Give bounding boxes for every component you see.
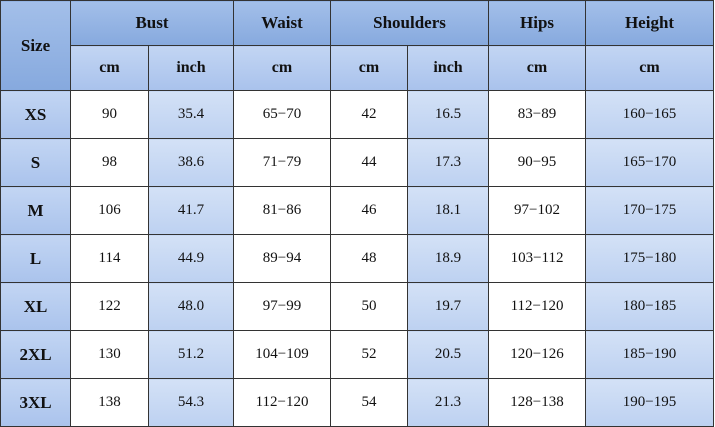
data-row: L 114 44.9 89−94 48 18.9 103−112 175−180: [0, 234, 715, 283]
value-cell: 42: [330, 90, 409, 139]
value-cell: 48.0: [147, 282, 235, 331]
value-cell: 97−102: [488, 186, 587, 235]
data-row: XS 90 35.4 65−70 42 16.5 83−89 160−165: [0, 90, 715, 139]
value-cell: 83−89: [488, 90, 587, 139]
value-cell: 71−79: [233, 138, 332, 187]
value-cell: 175−180: [585, 234, 715, 283]
value-cell: 48: [330, 234, 409, 283]
value-cell: 90−95: [488, 138, 587, 187]
value-cell: 90: [70, 90, 149, 139]
value-cell: 16.5: [407, 90, 490, 139]
value-cell: 106: [70, 186, 149, 235]
value-cell: 97−99: [233, 282, 332, 331]
value-cell: 18.9: [407, 234, 490, 283]
size-cell: 2XL: [0, 330, 71, 379]
size-cell: XL: [0, 282, 71, 331]
value-cell: 54: [330, 378, 409, 427]
value-cell: 165−170: [585, 138, 715, 187]
value-cell: 128−138: [488, 378, 587, 427]
value-cell: 103−112: [488, 234, 587, 283]
value-cell: 98: [70, 138, 149, 187]
value-cell: 112−120: [488, 282, 587, 331]
size-cell: XS: [0, 90, 71, 139]
header-cell: Hips: [488, 0, 587, 46]
value-cell: 19.7: [407, 282, 490, 331]
value-cell: 65−70: [233, 90, 332, 139]
header-cell: Waist: [233, 0, 332, 46]
value-cell: 17.3: [407, 138, 490, 187]
value-cell: 52: [330, 330, 409, 379]
unit-cell: cm: [70, 45, 149, 91]
unit-cell: inch: [147, 45, 235, 91]
value-cell: 190−195: [585, 378, 715, 427]
data-row: XL 122 48.0 97−99 50 19.7 112−120 180−185: [0, 282, 715, 331]
value-cell: 54.3: [147, 378, 235, 427]
value-cell: 51.2: [147, 330, 235, 379]
value-cell: 81−86: [233, 186, 332, 235]
unit-cell: cm: [488, 45, 587, 91]
unit-cell: inch: [407, 45, 490, 91]
value-cell: 160−165: [585, 90, 715, 139]
unit-cell: cm: [585, 45, 715, 91]
value-cell: 170−175: [585, 186, 715, 235]
value-cell: 138: [70, 378, 149, 427]
header-cell: Height: [585, 0, 715, 46]
value-cell: 46: [330, 186, 409, 235]
table-body: XS 90 35.4 65−70 42 16.5 83−89 160−165 S 98 38.6 71…: [0, 90, 715, 427]
value-cell: 104−109: [233, 330, 332, 379]
value-cell: 120−126: [488, 330, 587, 379]
size-cell: M: [0, 186, 71, 235]
unit-row: cm inch cm cm inch cm cm: [1, 45, 715, 91]
header-row: Size Bust Waist Shoulders Hips Height: [0, 0, 715, 91]
header-cell: Bust: [69, 0, 235, 46]
value-cell: 122: [70, 282, 149, 331]
value-cell: 89−94: [233, 234, 332, 283]
data-row: S 98 38.6 71−79 44 17.3 90−95 165−170: [0, 138, 715, 187]
value-cell: 185−190: [585, 330, 715, 379]
value-cell: 35.4: [147, 90, 235, 139]
value-cell: 114: [70, 234, 149, 283]
value-cell: 41.7: [147, 186, 235, 235]
header-cell: Shoulders: [330, 0, 490, 46]
size-cell: S: [0, 138, 71, 187]
value-cell: 112−120: [233, 378, 332, 427]
value-cell: 44.9: [147, 234, 235, 283]
data-row: 3XL 138 54.3 112−120 54 21.3 128−138 190−195: [0, 378, 715, 427]
value-cell: 50: [330, 282, 409, 331]
value-cell: 20.5: [407, 330, 490, 379]
unit-cell: cm: [330, 45, 409, 91]
unit-cell: cm: [233, 45, 332, 91]
value-cell: 130: [70, 330, 149, 379]
value-cell: 180−185: [585, 282, 715, 331]
value-cell: 18.1: [407, 186, 490, 235]
data-row: 2XL 130 51.2 104−109 52 20.5 120−126 185−190: [0, 330, 715, 379]
value-cell: 21.3: [407, 378, 490, 427]
data-row: M 106 41.7 81−86 46 18.1 97−102 170−175: [0, 186, 715, 235]
value-cell: 38.6: [147, 138, 235, 187]
size-cell: 3XL: [0, 378, 71, 427]
size-cell: L: [0, 234, 71, 283]
header-cell: Size: [0, 0, 71, 91]
value-cell: 44: [330, 138, 409, 187]
